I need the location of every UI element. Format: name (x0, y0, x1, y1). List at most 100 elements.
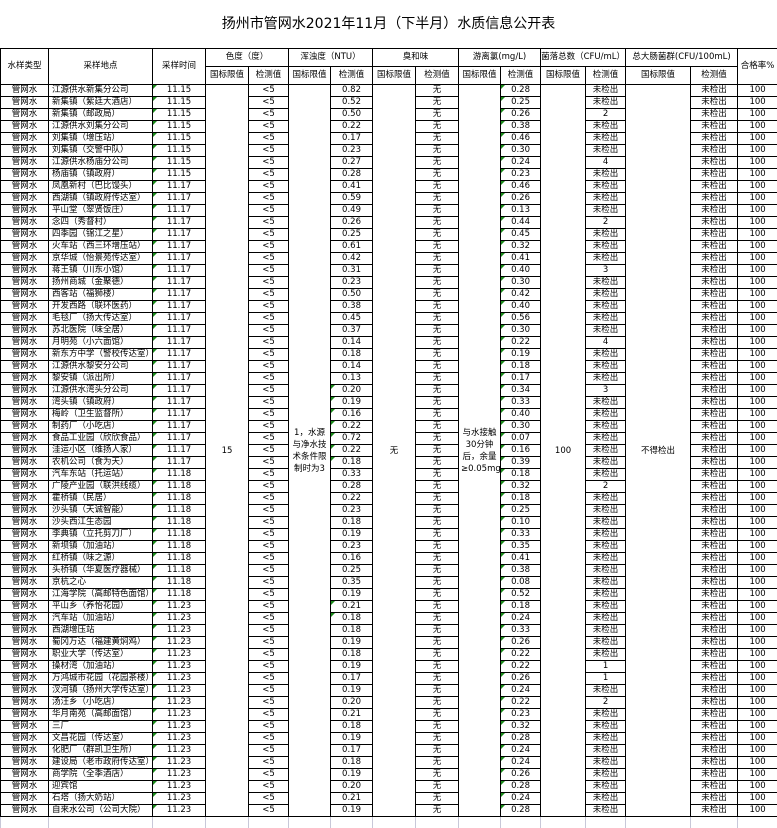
color-value: <5 (249, 601, 289, 613)
colony-value: 未检出 (586, 133, 626, 145)
chlorine-value: 0.32 (501, 241, 541, 253)
sample-time: 11.23 (153, 709, 206, 721)
odor-value: 无 (416, 241, 459, 253)
chlorine-value: 0.13 (501, 205, 541, 217)
empty-cell (738, 817, 777, 828)
coliform-value: 未检出 (691, 265, 738, 277)
pass-rate: 100 (738, 157, 777, 169)
colony-value: 2 (586, 697, 626, 709)
coliform-value: 未检出 (691, 577, 738, 589)
sample-type: 管网水 (1, 469, 49, 481)
color-value: <5 (249, 709, 289, 721)
sample-time: 11.23 (153, 769, 206, 781)
pass-rate: 100 (738, 325, 777, 337)
odor-value: 无 (416, 481, 459, 493)
sample-time: 11.18 (153, 469, 206, 481)
sample-location: 江源供水黎安分公司 (49, 361, 153, 373)
sample-type: 管网水 (1, 109, 49, 121)
header-standard: 国标限值 (206, 67, 249, 85)
coliform-value: 未检出 (691, 685, 738, 697)
sample-location: 新集镇（邮政局） (49, 109, 153, 121)
turbidity-value: 0.28 (331, 481, 373, 493)
colony-value: 未检出 (586, 601, 626, 613)
chlorine-value: 0.45 (501, 229, 541, 241)
sample-location: 凤凰新村（巴比馒头） (49, 181, 153, 193)
odor-value: 无 (416, 121, 459, 133)
colony-value: 未检出 (586, 505, 626, 517)
pass-rate: 100 (738, 721, 777, 733)
coliform-value: 未检出 (691, 397, 738, 409)
pass-rate: 100 (738, 505, 777, 517)
sample-location: 华月南苑（高邮面馆） (49, 709, 153, 721)
color-value: <5 (249, 181, 289, 193)
color-value: <5 (249, 109, 289, 121)
sample-location: 汽车东站（托运站） (49, 469, 153, 481)
sample-location: 洼运小区（维扬人家） (49, 445, 153, 457)
odor-value: 无 (416, 157, 459, 169)
sample-type: 管网水 (1, 121, 49, 133)
colony-value: 未检出 (586, 553, 626, 565)
pass-rate: 100 (738, 517, 777, 529)
chlorine-value: 0.33 (501, 625, 541, 637)
turbidity-value: 0.21 (331, 793, 373, 805)
color-value: <5 (249, 373, 289, 385)
odor-value: 无 (416, 325, 459, 337)
pass-rate: 100 (738, 337, 777, 349)
coliform-value: 未检出 (691, 745, 738, 757)
colony-value: 未检出 (586, 637, 626, 649)
turbidity-value: 0.20 (331, 385, 373, 397)
pass-rate: 100 (738, 613, 777, 625)
header-measured: 检测值 (501, 67, 541, 85)
pass-rate: 100 (738, 577, 777, 589)
chlorine-value: 0.25 (501, 97, 541, 109)
sample-time: 11.17 (153, 397, 206, 409)
sample-location: 沙头镇（天诚智能） (49, 505, 153, 517)
sample-time: 11.17 (153, 253, 206, 265)
turbidity-value: 0.17 (331, 673, 373, 685)
colony-value: 未检出 (586, 469, 626, 481)
sample-type: 管网水 (1, 505, 49, 517)
sample-location: 新集镇（紫廷大酒店） (49, 97, 153, 109)
pass-rate: 100 (738, 769, 777, 781)
turbidity-value: 0.19 (331, 529, 373, 541)
header-turbidity: 浑浊度（NTU） (289, 49, 373, 67)
sample-location: 平山乡（养怡花园） (49, 601, 153, 613)
sample-time: 11.23 (153, 721, 206, 733)
chlorine-value: 0.28 (501, 733, 541, 745)
odor-value: 无 (416, 577, 459, 589)
pass-rate: 100 (738, 241, 777, 253)
sample-location: 扬州商城（金聚德） (49, 277, 153, 289)
sample-time: 11.18 (153, 541, 206, 553)
turbidity-value: 0.13 (331, 373, 373, 385)
sample-type: 管网水 (1, 733, 49, 745)
sample-time: 11.17 (153, 217, 206, 229)
pass-rate: 100 (738, 565, 777, 577)
odor-value: 无 (416, 421, 459, 433)
coliform-value: 未检出 (691, 529, 738, 541)
sample-type: 管网水 (1, 277, 49, 289)
empty-cell (153, 817, 206, 828)
pass-rate: 100 (738, 361, 777, 373)
chlorine-value: 0.39 (501, 457, 541, 469)
turbidity-value: 0.17 (331, 745, 373, 757)
coliform-value: 未检出 (691, 541, 738, 553)
coliform-value: 未检出 (691, 721, 738, 733)
coliform-value: 未检出 (691, 505, 738, 517)
sample-time: 11.23 (153, 673, 206, 685)
pass-rate: 100 (738, 385, 777, 397)
odor-value: 无 (416, 673, 459, 685)
turbidity-value: 0.23 (331, 505, 373, 517)
chlorine-value: 0.32 (501, 721, 541, 733)
sample-type: 管网水 (1, 361, 49, 373)
header-measured: 检测值 (586, 67, 626, 85)
chlorine-value: 0.41 (501, 553, 541, 565)
color-value: <5 (249, 505, 289, 517)
standard-colony: 100 (541, 85, 586, 817)
chlorine-value: 0.24 (501, 745, 541, 757)
pass-rate: 100 (738, 673, 777, 685)
sample-type: 管网水 (1, 169, 49, 181)
colony-value: 未检出 (586, 205, 626, 217)
coliform-value: 未检出 (691, 805, 738, 817)
header-row-1: 水样类型 采样地点 采样时间 色度（度） 浑浊度（NTU） 臭和味 游离氯(mg… (1, 49, 777, 67)
